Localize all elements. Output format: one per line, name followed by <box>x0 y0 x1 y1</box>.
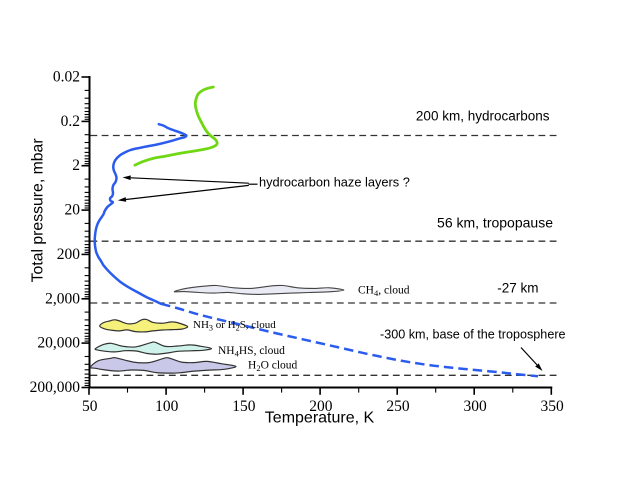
svg-text:0.02: 0.02 <box>53 69 80 86</box>
svg-text:20: 20 <box>65 202 81 219</box>
svg-text:56 km, tropopause: 56 km, tropopause <box>437 215 553 231</box>
svg-text:NH3 or H2S, cloud: NH3 or H2S, cloud <box>193 319 276 332</box>
svg-text:2,000: 2,000 <box>45 290 80 307</box>
svg-text:hydrocarbon haze layers ?: hydrocarbon haze layers ? <box>259 175 410 190</box>
svg-text:-27 km: -27 km <box>497 281 538 296</box>
svg-text:200 km, hydrocarbons: 200 km, hydrocarbons <box>416 109 550 124</box>
svg-text:NH4HS, cloud: NH4HS, cloud <box>218 345 285 358</box>
svg-text:200: 200 <box>57 246 81 263</box>
svg-text:250: 250 <box>386 398 410 415</box>
svg-text:200: 200 <box>309 398 333 415</box>
svg-text:300: 300 <box>463 398 487 415</box>
svg-text:H2O cloud: H2O cloud <box>248 360 298 373</box>
svg-text:50: 50 <box>82 398 98 415</box>
svg-text:-300 km, base of the troposphe: -300 km, base of the troposphere <box>380 328 566 342</box>
svg-text:Temperature, K: Temperature, K <box>265 410 375 427</box>
svg-text:20,000: 20,000 <box>37 335 80 352</box>
svg-text:Total pressure, mbar: Total pressure, mbar <box>29 138 46 282</box>
svg-text:100: 100 <box>155 398 179 415</box>
svg-text:150: 150 <box>232 398 256 415</box>
svg-text:350: 350 <box>540 398 564 415</box>
svg-text:2: 2 <box>72 157 80 174</box>
svg-text:0.2: 0.2 <box>61 113 80 130</box>
svg-text:CH4, cloud: CH4, cloud <box>358 285 410 298</box>
svg-text:200,000: 200,000 <box>30 379 81 396</box>
